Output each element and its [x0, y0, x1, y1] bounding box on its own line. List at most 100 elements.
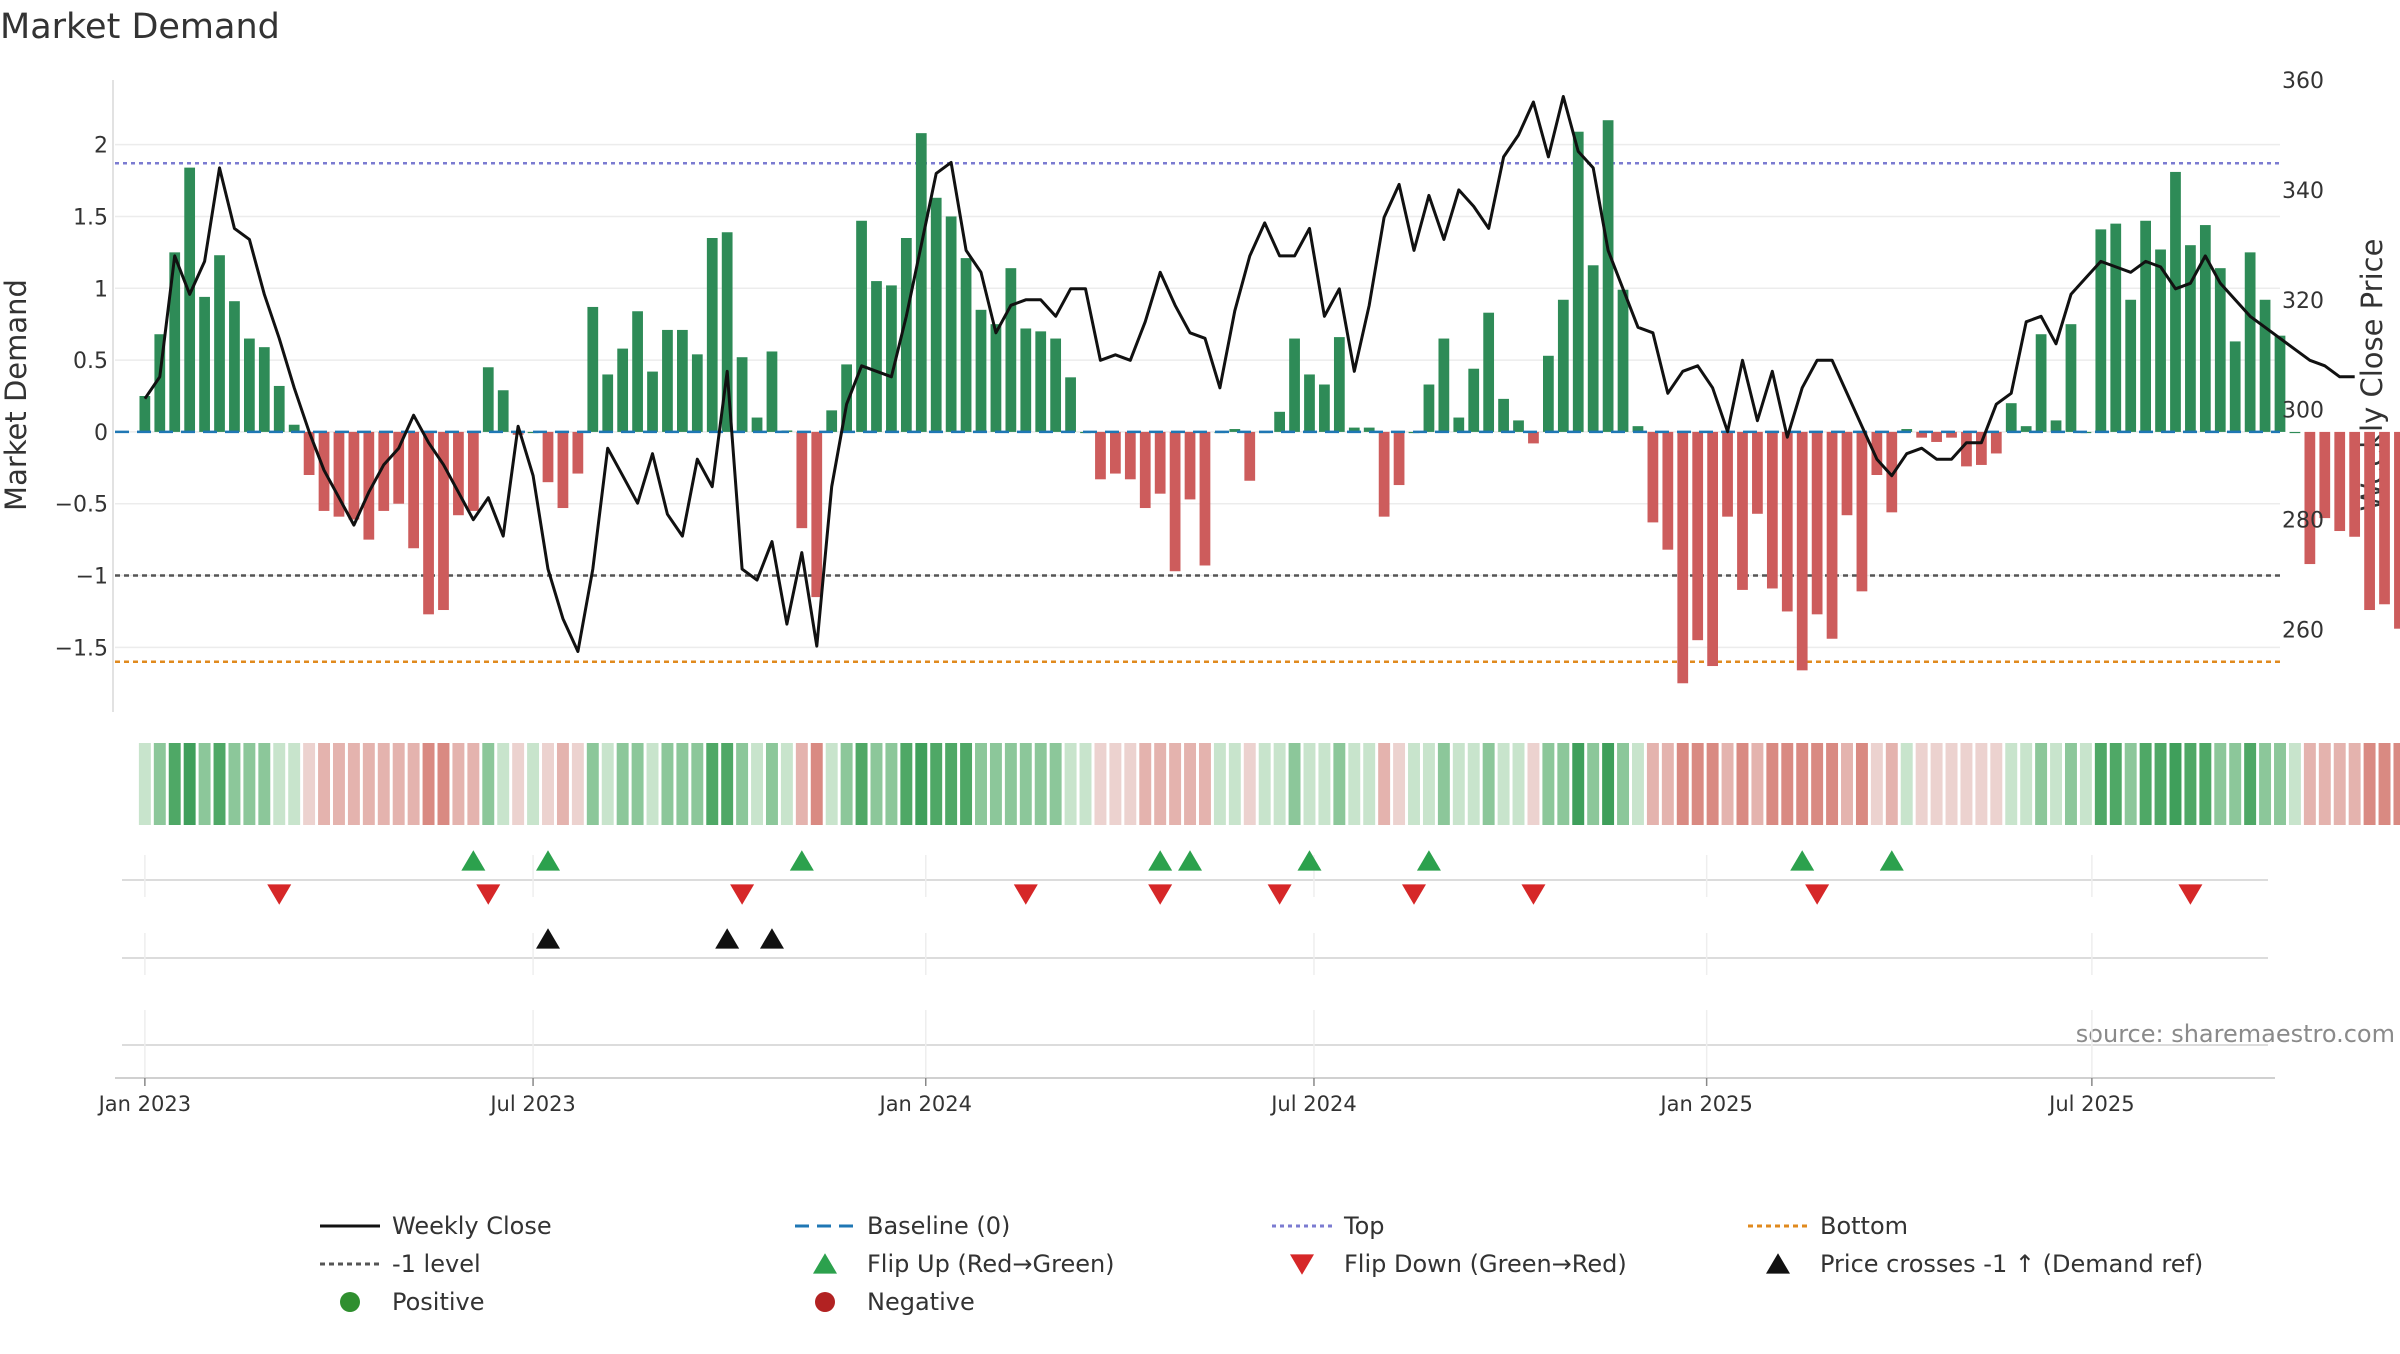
axes: −1.5 −1 −0.5 0 0.5 1 1.5 2 260 280 300 320 340 360	[55, 69, 2324, 712]
heat-strip-cell	[2064, 743, 2077, 825]
demand-bar	[393, 431, 405, 504]
demand-bar	[1513, 420, 1524, 432]
heat-strip-cell	[2079, 743, 2092, 825]
heat-strip-cell	[2274, 743, 2286, 825]
heat-strip-cell	[1676, 743, 1689, 825]
demand-bar	[1557, 299, 1569, 432]
flip-down-marker	[730, 884, 755, 905]
demand-bar	[1692, 431, 1704, 641]
demand-bar	[647, 371, 658, 432]
heat-strip-cell	[780, 743, 793, 825]
level-lines	[115, 162, 2280, 663]
heat-strip-cell	[228, 743, 241, 825]
heat-strip-cell	[900, 743, 913, 825]
demand-bar	[2289, 431, 2301, 434]
heat-strip-cell	[1333, 743, 1346, 825]
demand-bar	[184, 167, 196, 432]
demand-bar	[677, 329, 688, 432]
demand-bar	[617, 348, 629, 432]
heat-strip-cell	[153, 743, 166, 825]
heat-strip-cell	[1004, 743, 1017, 825]
heat-strip-cell	[2020, 743, 2033, 825]
demand-bar	[1841, 431, 1853, 516]
heat-strip-cell	[721, 743, 734, 825]
demand-bar	[2304, 431, 2316, 565]
y-right-tick-label: 320	[2282, 289, 2324, 314]
y-tick-label: 0.5	[73, 349, 108, 374]
demand-bar	[1050, 338, 1062, 432]
date-tick-label: Jul 2024	[1269, 1092, 1356, 1116]
heat-strip-cell	[2318, 743, 2331, 825]
demand-bar	[139, 396, 151, 432]
heat-strip-cell	[2288, 743, 2301, 825]
heat-strip-cell	[1631, 743, 1644, 825]
demand-bar	[1304, 374, 1315, 432]
demand-bar	[1826, 431, 1838, 639]
heat-strip-cell	[1841, 743, 1853, 825]
heat-strip-cell	[989, 743, 1002, 825]
demand-bar	[288, 424, 300, 432]
y-tick-label: −0.5	[55, 493, 108, 518]
heat-strip-cell	[138, 743, 151, 825]
demand-bar	[1483, 312, 1495, 432]
legend-label: Baseline (0)	[867, 1212, 1010, 1240]
demand-bar	[2379, 431, 2390, 605]
demand-bar	[169, 252, 181, 432]
demand-bar	[1707, 431, 1718, 667]
y-right-tick-label: 360	[2282, 69, 2324, 94]
demand-bar	[1124, 431, 1136, 480]
legend-label: Negative	[867, 1288, 975, 1316]
heat-strip-cell	[497, 743, 510, 825]
flip-down-marker	[476, 884, 501, 905]
demand-bar	[423, 431, 434, 615]
demand-bar	[1289, 338, 1300, 432]
flip-up-marker	[1416, 850, 1441, 871]
heat-strip-cell	[2139, 743, 2152, 825]
demand-bar	[1184, 431, 1196, 500]
demand-bar	[378, 431, 390, 511]
heat-strip-cell	[168, 743, 181, 825]
demand-bar	[1886, 431, 1898, 513]
heat-strip-cell	[616, 743, 629, 825]
demand-bar	[1543, 355, 1554, 432]
demand-bar	[930, 197, 942, 432]
y-right-tick-label: 340	[2282, 179, 2324, 204]
demand-bar	[1856, 431, 1868, 592]
heat-strip-cell	[1408, 743, 1420, 825]
demand-bar	[2155, 249, 2166, 432]
demand-bar	[2125, 299, 2137, 432]
heat-strip-cell	[2109, 743, 2122, 825]
flip-down-marker	[1267, 884, 1292, 905]
heat-strip-cell	[318, 743, 331, 825]
demand-bar	[2259, 299, 2271, 432]
heat-strip-cell	[1258, 743, 1271, 825]
demand-bar	[1319, 384, 1330, 432]
demand-bar	[572, 431, 584, 474]
demand-bar	[1438, 338, 1450, 432]
heat-strip-cell	[198, 743, 211, 825]
demand-bar	[2319, 431, 2331, 519]
heat-strip-cell	[1811, 743, 1824, 825]
demand-bar	[1722, 431, 1733, 517]
heat-strip-cell	[736, 743, 749, 825]
heat-strip-cell	[1691, 743, 1704, 825]
demand-bar	[333, 431, 345, 517]
heat-strip-cell	[1079, 743, 1092, 825]
legend-label: Flip Down (Green→Red)	[1344, 1250, 1627, 1278]
demand-bar	[886, 285, 897, 432]
demand-bar	[796, 431, 808, 529]
date-tick-label: Jan 2023	[97, 1092, 192, 1116]
demand-bar	[2349, 431, 2361, 537]
heat-strip-cell	[751, 743, 764, 825]
demand-bar	[1916, 431, 1928, 438]
demand-bar	[2020, 426, 2032, 432]
heat-strip-cell	[1124, 743, 1137, 825]
heat-strip-cell	[1602, 743, 1615, 825]
demand-bar	[2140, 220, 2151, 432]
demand-bar	[1498, 398, 1509, 432]
demand-bar	[945, 216, 957, 432]
heat-strip-cell	[1855, 743, 1868, 825]
heat-strip-cell	[1990, 743, 2003, 825]
legend-label: Top	[1343, 1212, 1385, 1240]
